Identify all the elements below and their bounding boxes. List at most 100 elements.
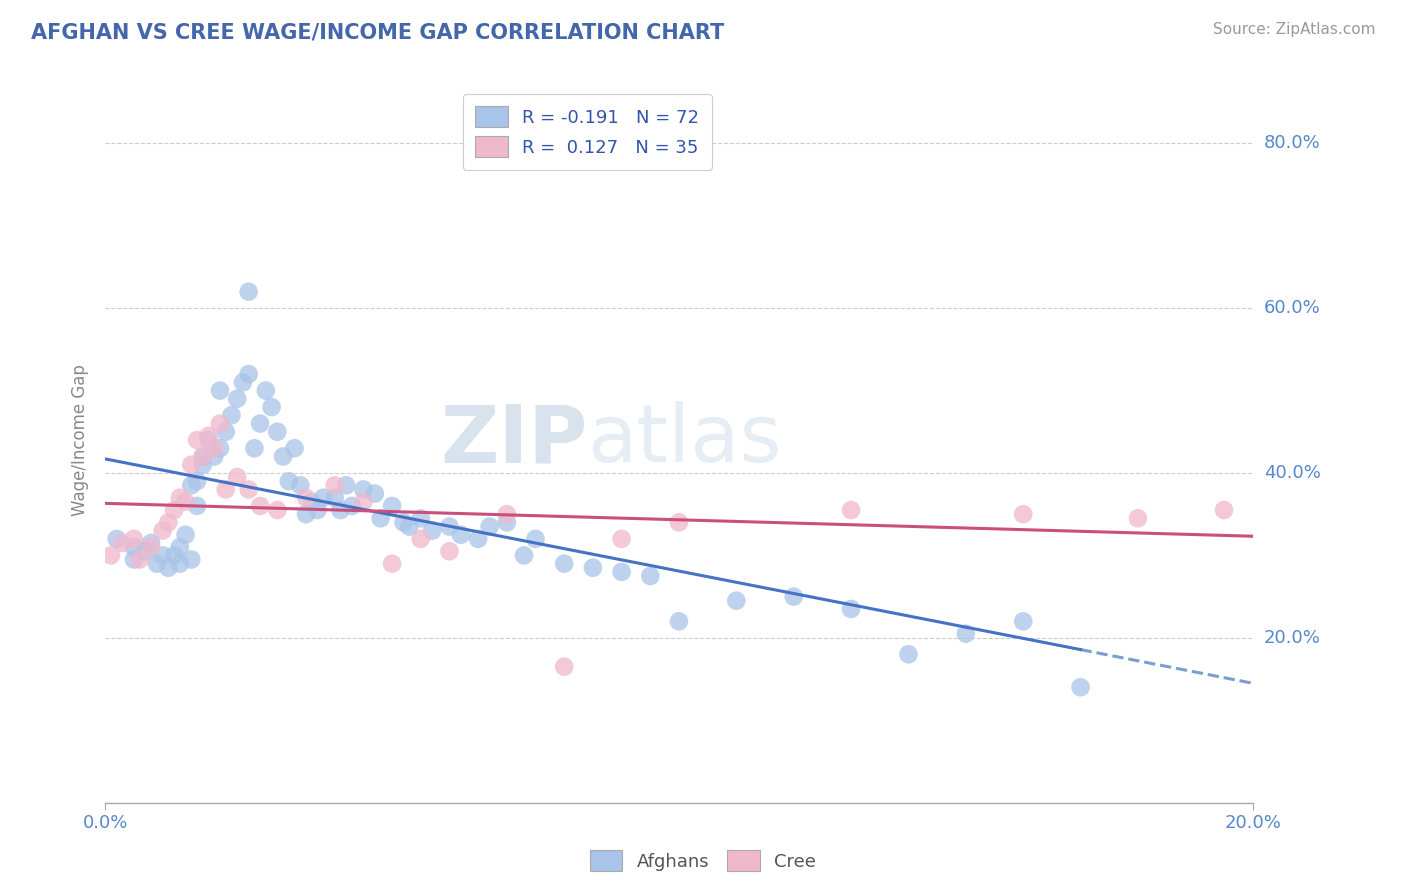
Point xyxy=(553,659,575,673)
Point xyxy=(202,450,225,464)
Point xyxy=(323,478,346,492)
Point xyxy=(266,425,288,439)
Point xyxy=(238,367,260,381)
Point xyxy=(610,532,633,546)
Legend: Afghans, Cree: Afghans, Cree xyxy=(582,843,824,879)
Point xyxy=(307,503,329,517)
Point xyxy=(174,495,197,509)
Point xyxy=(277,474,299,488)
Point xyxy=(208,384,231,398)
Point xyxy=(783,590,806,604)
Point xyxy=(152,549,174,563)
Point xyxy=(191,450,214,464)
Point xyxy=(450,528,472,542)
Point xyxy=(352,483,374,497)
Point xyxy=(370,511,392,525)
Point xyxy=(197,429,219,443)
Point xyxy=(208,417,231,431)
Text: AFGHAN VS CREE WAGE/INCOME GAP CORRELATION CHART: AFGHAN VS CREE WAGE/INCOME GAP CORRELATI… xyxy=(31,22,724,42)
Point xyxy=(1126,511,1149,525)
Point xyxy=(495,516,517,530)
Point xyxy=(169,557,191,571)
Legend: R = -0.191   N = 72, R =  0.127   N = 35: R = -0.191 N = 72, R = 0.127 N = 35 xyxy=(463,94,711,169)
Point xyxy=(186,433,208,447)
Point xyxy=(364,486,387,500)
Point xyxy=(163,503,186,517)
Point xyxy=(157,560,180,574)
Point xyxy=(897,647,920,661)
Point xyxy=(260,400,283,414)
Point xyxy=(128,552,150,566)
Point xyxy=(513,549,536,563)
Point xyxy=(197,433,219,447)
Point xyxy=(290,478,312,492)
Point xyxy=(249,417,271,431)
Point xyxy=(467,532,489,546)
Point xyxy=(146,557,169,571)
Point xyxy=(152,524,174,538)
Point xyxy=(610,565,633,579)
Point xyxy=(249,499,271,513)
Point xyxy=(163,549,186,563)
Point xyxy=(725,593,748,607)
Point xyxy=(295,507,318,521)
Point xyxy=(215,425,238,439)
Point xyxy=(398,519,420,533)
Point xyxy=(381,499,404,513)
Text: Source: ZipAtlas.com: Source: ZipAtlas.com xyxy=(1212,22,1375,37)
Point xyxy=(122,532,145,546)
Point xyxy=(266,503,288,517)
Point xyxy=(478,519,501,533)
Point xyxy=(243,442,266,456)
Point xyxy=(191,458,214,472)
Point xyxy=(1012,507,1035,521)
Point xyxy=(640,569,662,583)
Point xyxy=(105,532,128,546)
Point xyxy=(392,516,415,530)
Point xyxy=(139,536,162,550)
Point xyxy=(186,499,208,513)
Point xyxy=(208,442,231,456)
Point xyxy=(955,626,977,640)
Point xyxy=(215,483,238,497)
Point xyxy=(1070,680,1092,694)
Point xyxy=(668,615,690,629)
Point xyxy=(283,442,305,456)
Y-axis label: Wage/Income Gap: Wage/Income Gap xyxy=(72,364,89,516)
Point xyxy=(381,557,404,571)
Text: atlas: atlas xyxy=(588,401,782,479)
Text: 40.0%: 40.0% xyxy=(1264,464,1320,482)
Point xyxy=(271,450,294,464)
Point xyxy=(553,557,575,571)
Point xyxy=(582,560,605,574)
Point xyxy=(439,544,461,558)
Point xyxy=(191,450,214,464)
Point xyxy=(232,376,254,390)
Point xyxy=(301,495,323,509)
Point xyxy=(226,470,249,484)
Point xyxy=(139,540,162,554)
Point xyxy=(439,519,461,533)
Point xyxy=(174,528,197,542)
Text: 80.0%: 80.0% xyxy=(1264,135,1320,153)
Point xyxy=(238,285,260,299)
Text: 20.0%: 20.0% xyxy=(1264,629,1320,647)
Point xyxy=(169,491,191,505)
Point xyxy=(340,499,363,513)
Point xyxy=(100,549,122,563)
Point xyxy=(329,503,352,517)
Point xyxy=(180,458,202,472)
Point xyxy=(335,478,357,492)
Point xyxy=(323,491,346,505)
Point xyxy=(186,474,208,488)
Point xyxy=(122,552,145,566)
Point xyxy=(409,511,432,525)
Point xyxy=(352,495,374,509)
Text: 60.0%: 60.0% xyxy=(1264,299,1320,318)
Point xyxy=(157,516,180,530)
Point xyxy=(254,384,277,398)
Point xyxy=(238,483,260,497)
Point xyxy=(180,552,202,566)
Point xyxy=(312,491,335,505)
Point xyxy=(524,532,547,546)
